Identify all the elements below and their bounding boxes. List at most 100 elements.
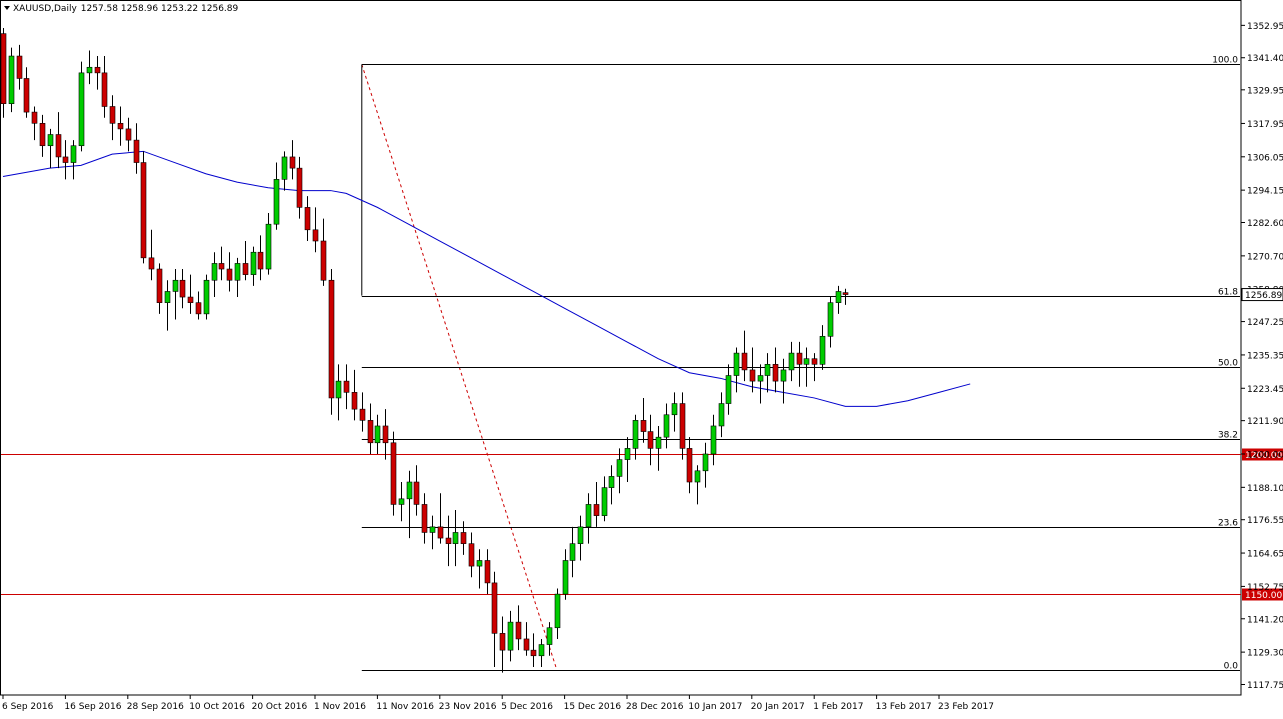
candle-up xyxy=(624,448,631,460)
fibonacci-level-label: 50.0 xyxy=(1218,359,1238,369)
candle-down xyxy=(390,442,397,505)
candle-down xyxy=(31,111,38,124)
candle-down xyxy=(686,448,693,483)
candle-up xyxy=(554,593,561,629)
candle-down xyxy=(460,532,467,544)
y-tick-label: 1211.90 xyxy=(1247,417,1283,427)
candle-down xyxy=(101,72,108,107)
fibonacci-level-label: 61.8 xyxy=(1218,288,1238,298)
candle-down xyxy=(242,263,249,275)
candle-up xyxy=(476,560,483,567)
candle-up xyxy=(234,263,241,281)
candle-up xyxy=(203,279,210,315)
candle-up xyxy=(429,526,436,533)
candle-down xyxy=(140,162,147,259)
current-price-marker xyxy=(1241,288,1283,302)
y-tick-label: 1223.45 xyxy=(1247,385,1283,395)
candle-up xyxy=(164,291,171,303)
candle-down xyxy=(187,296,194,303)
candle-up xyxy=(718,403,725,427)
candle-down xyxy=(421,504,428,533)
price-level-marker xyxy=(1242,448,1283,461)
price-level-label: 1200.00 xyxy=(1245,451,1282,461)
candle-down xyxy=(515,621,522,640)
candle-down xyxy=(125,128,132,141)
candle-up xyxy=(452,532,459,544)
current-price-label: 1256.89 xyxy=(1245,291,1282,301)
candles-group xyxy=(0,28,849,673)
y-tick-label: 1152.75 xyxy=(1247,583,1283,593)
y-tick-label: 1188.10 xyxy=(1247,484,1283,494)
candle-up xyxy=(211,263,218,281)
fibonacci-level-label: 38.2 xyxy=(1218,431,1238,441)
candle-up xyxy=(78,72,85,147)
candle-up xyxy=(398,498,405,505)
x-tick-label: 20 Jan 2017 xyxy=(751,702,805,712)
candle-up xyxy=(374,425,381,444)
candle-down xyxy=(257,251,264,270)
x-tick-label: 28 Dec 2016 xyxy=(626,702,684,712)
candle-down xyxy=(593,504,600,516)
ohlc-readout: 1257.58 1258.96 1253.22 1256.89 xyxy=(80,4,239,14)
candle-down xyxy=(359,408,366,421)
candle-up xyxy=(616,459,623,477)
price-level-marker xyxy=(1242,588,1283,601)
candle-up xyxy=(86,66,93,74)
y-tick-label: 1129.30 xyxy=(1247,649,1283,659)
x-tick-label: 10 Jan 2017 xyxy=(688,702,742,712)
candle-down xyxy=(195,302,202,315)
candle-up xyxy=(671,403,678,416)
candle-down xyxy=(55,134,62,158)
y-tick-label: 1247.25 xyxy=(1247,318,1283,328)
candle-down xyxy=(320,240,327,281)
x-tick-label: 15 Dec 2016 xyxy=(564,702,622,712)
candle-up xyxy=(803,358,810,365)
candle-up xyxy=(702,453,709,472)
candle-down xyxy=(117,123,124,130)
candle-up xyxy=(577,526,584,544)
price-level-label: 1150.00 xyxy=(1245,591,1282,601)
candle-up xyxy=(780,369,787,382)
candle-down xyxy=(156,268,163,303)
candle-down xyxy=(523,638,530,651)
candle-down xyxy=(530,649,537,657)
candle-down xyxy=(296,167,303,208)
candle-up xyxy=(663,414,670,438)
y-tick-label: 1341.40 xyxy=(1247,54,1283,64)
fibonacci-trendline xyxy=(361,64,558,670)
candle-down xyxy=(62,156,69,163)
candle-down xyxy=(343,380,350,393)
candle-down xyxy=(109,106,116,124)
y-tick-label: 1176.55 xyxy=(1247,516,1283,526)
y-tick-label: 1200.00 xyxy=(1247,450,1283,460)
candle-down xyxy=(179,279,186,298)
candle-down xyxy=(811,358,818,365)
y-tick-label: 1352.95 xyxy=(1247,22,1283,32)
candle-down xyxy=(312,229,319,242)
candle-down xyxy=(484,560,491,584)
x-tick-label: 5 Dec 2016 xyxy=(501,702,553,712)
x-tick-label: 23 Feb 2017 xyxy=(938,702,994,712)
y-tick-label: 1306.05 xyxy=(1247,153,1283,163)
fibonacci-level-label: 23.6 xyxy=(1218,519,1238,529)
triangle-down-icon[interactable] xyxy=(4,6,10,10)
y-tick-label: 1282.60 xyxy=(1247,219,1283,229)
candle-up xyxy=(538,644,545,657)
moving-average-line xyxy=(2,150,971,407)
candle-down xyxy=(413,481,420,505)
candle-down xyxy=(133,139,140,163)
candle-up xyxy=(250,251,257,275)
candle-down xyxy=(491,582,498,634)
candle-up xyxy=(8,55,15,104)
candle-down xyxy=(23,78,30,113)
candle-down xyxy=(226,268,233,281)
x-tick-label: 23 Nov 2016 xyxy=(439,702,497,712)
candle-up xyxy=(601,487,608,516)
candle-up xyxy=(827,302,834,337)
candle-up xyxy=(70,145,77,163)
candle-up xyxy=(265,223,272,270)
candle-up xyxy=(655,436,662,449)
fibonacci-level-label: 0.0 xyxy=(1224,662,1239,672)
